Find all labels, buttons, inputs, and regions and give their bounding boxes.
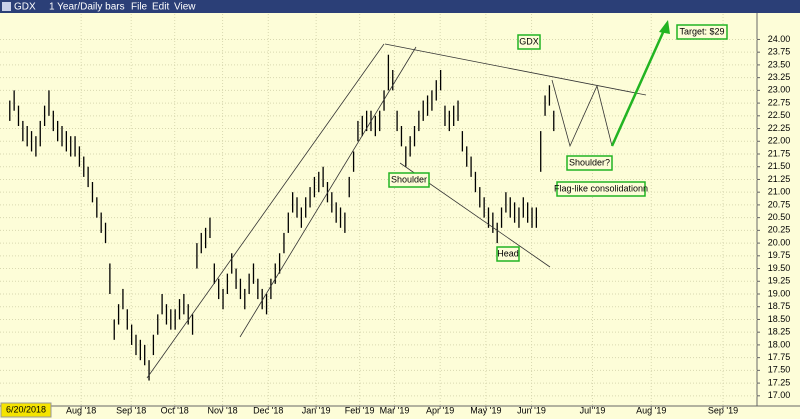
x-tick-label: Jul '19 xyxy=(580,405,606,415)
menu-bar xyxy=(0,0,800,13)
x-tick-label: Apr '19 xyxy=(426,405,454,415)
y-tick-label: 23.25 xyxy=(768,72,791,82)
trendlines xyxy=(146,43,647,379)
y-tick-label: 19.75 xyxy=(768,250,791,260)
y-tick-label: 20.00 xyxy=(768,237,791,247)
x-tick-label: Mar '19 xyxy=(380,405,410,415)
annotation-box xyxy=(676,24,728,40)
x-tick-label: Feb '19 xyxy=(345,405,375,415)
x-tick-label: Aug '19 xyxy=(636,405,666,415)
menu-item[interactable]: View xyxy=(174,2,196,13)
channel-line xyxy=(239,46,417,338)
channel-line xyxy=(146,43,385,379)
x-tick-label: Dec '18 xyxy=(253,405,283,415)
y-tick-label: 23.00 xyxy=(768,85,791,95)
start-date-box xyxy=(0,402,52,418)
y-tick-label: 18.25 xyxy=(768,327,791,337)
x-tick-label: Jun '19 xyxy=(517,405,546,415)
annotation-box xyxy=(566,155,613,171)
annotation: Shoulder? xyxy=(569,157,610,167)
y-tick-label: 20.50 xyxy=(768,212,791,222)
y-tick-label: 22.25 xyxy=(768,123,791,133)
x-tick-label: Jan '19 xyxy=(302,405,331,415)
y-tick-label: 21.75 xyxy=(768,148,791,158)
y-tick-label: 19.25 xyxy=(768,276,791,286)
annotations: GDX Shoulder Head Shoulder? Flag-like consol… xyxy=(388,24,728,262)
projection-path xyxy=(551,79,613,148)
annotation: Flag-like consolidationn xyxy=(554,183,648,193)
x-tick-label: Sep '18 xyxy=(116,405,146,415)
neckline xyxy=(384,43,647,96)
y-tick-label: 20.75 xyxy=(768,199,791,209)
y-tick-label: 18.00 xyxy=(768,339,791,349)
menu-item[interactable]: File xyxy=(131,2,148,13)
y-tick-label: 23.50 xyxy=(768,59,791,69)
arrowhead xyxy=(659,20,670,34)
annotation-box xyxy=(388,172,430,188)
x-tick-label: Sep '19 xyxy=(708,405,738,415)
menu-icon[interactable] xyxy=(2,2,11,11)
y-tick-label: 20.25 xyxy=(768,225,791,235)
y-tick-label: 19.50 xyxy=(768,263,791,273)
annotation-box xyxy=(556,181,646,197)
y-tick-label: 22.50 xyxy=(768,110,791,120)
y-tick-label: 17.75 xyxy=(768,352,791,362)
y-tick-label: 24.00 xyxy=(768,34,791,44)
x-tick-label: Nov '18 xyxy=(207,405,237,415)
y-tick-label: 23.75 xyxy=(768,47,791,57)
y-tick-label: 22.75 xyxy=(768,97,791,107)
start-date: 6/20/2018 xyxy=(6,404,46,414)
target-arrow xyxy=(610,27,667,147)
annotation: Head xyxy=(497,248,519,258)
y-tick-label: 21.50 xyxy=(768,161,791,171)
y-tick-label: 22.00 xyxy=(768,136,791,146)
annotation: Shoulder xyxy=(391,174,427,184)
y-tick-label: 19.00 xyxy=(768,288,791,298)
y-tick-label: 18.75 xyxy=(768,301,791,311)
x-tick-label: Aug '18 xyxy=(66,405,96,415)
y-tick-label: 18.50 xyxy=(768,314,791,324)
y-tick-label: 17.25 xyxy=(768,377,791,387)
annotation: Target: $29 xyxy=(679,26,724,36)
y-tick-label: 17.00 xyxy=(768,390,791,400)
annotation-box xyxy=(517,34,541,50)
period-menu[interactable]: 1 Year/Daily bars xyxy=(49,2,125,13)
x-tick-label: Oct '18 xyxy=(161,405,189,415)
y-tick-label: 17.50 xyxy=(768,365,791,375)
annotation: GDX xyxy=(519,36,539,46)
y-tick-label: 21.25 xyxy=(768,174,791,184)
plot-area: 17.00 17.25 17.50 17.75 18.00 18.25 18.50 18.75… xyxy=(0,14,790,415)
x-tick-label: May '19 xyxy=(470,405,501,415)
y-tick-label: 21.00 xyxy=(768,187,791,197)
symbol-menu[interactable]: GDX xyxy=(14,2,36,13)
annotation-box xyxy=(496,246,520,262)
menu-item[interactable]: Edit xyxy=(152,2,169,13)
